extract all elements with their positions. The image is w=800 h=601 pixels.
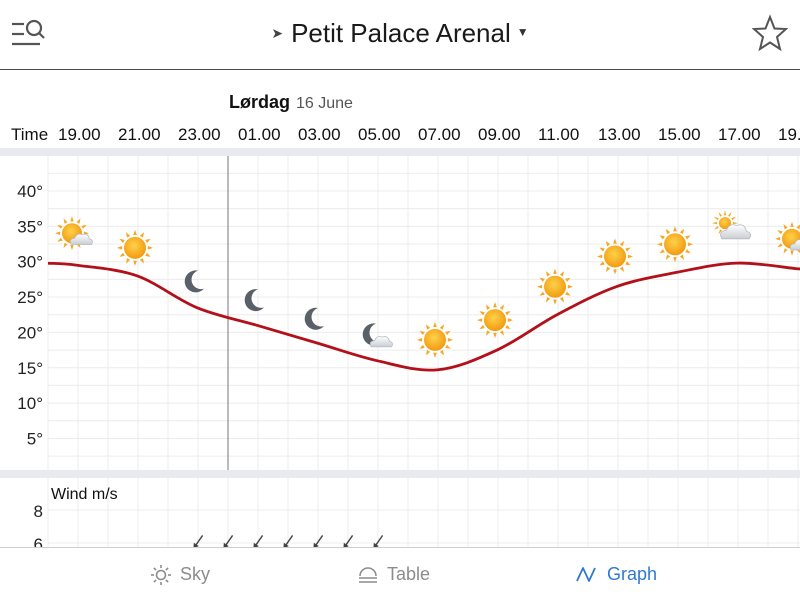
y-tick-label: 40° (17, 182, 43, 201)
y-tick-label: 35° (17, 217, 43, 236)
y-tick-label: 25° (17, 288, 43, 307)
y-tick-label: 15° (17, 359, 43, 378)
location-title[interactable]: ➤ Petit Palace Arenal ▼ (0, 18, 800, 49)
time-row-label: Time (11, 125, 49, 144)
location-arrow-icon: ➤ (271, 24, 284, 41)
y-tick-label: 20° (17, 323, 43, 342)
cloud-sun-icon (712, 210, 752, 240)
caret-down-icon: ▼ (516, 25, 529, 40)
time-tick-label: 03.00 (298, 125, 341, 144)
tab-table-label: Table (387, 564, 431, 584)
sun-icon (597, 238, 633, 275)
time-tick-label: 15.00 (658, 125, 701, 144)
y-tick-label: 10° (17, 394, 43, 413)
sun-icon (117, 229, 153, 266)
moon-icon (184, 270, 204, 293)
time-tick-label: 23.00 (178, 125, 221, 144)
app-header: ➤ Petit Palace Arenal ▼ (0, 0, 800, 70)
favorite-button[interactable] (751, 14, 789, 54)
table-icon (359, 566, 377, 583)
tab-table[interactable]: Table (357, 548, 430, 601)
moon-icon (304, 307, 324, 330)
graph-icon (576, 566, 596, 582)
time-tick-label: 13.00 (598, 125, 641, 144)
time-tick-label: 01.00 (238, 125, 281, 144)
moon-icon (244, 289, 264, 312)
sun-outline-icon (151, 564, 171, 585)
time-tick-label: 19.00 (778, 125, 800, 144)
tab-graph-label: Graph (607, 564, 658, 584)
time-row: Time 19.00 21.00 23.00 01.00 03.00 05.00 07.00… (0, 122, 800, 148)
search-list-icon[interactable] (8, 16, 48, 56)
sun-icon (657, 226, 693, 263)
tab-bar: Sky Table Graph (0, 547, 800, 601)
temperature-chart[interactable]: 40° 35° 30° 25° 20° 15° 10° 5° 8 6 (0, 156, 800, 548)
tab-sky[interactable]: Sky (150, 548, 210, 601)
wind-y-tick-label: 8 (34, 502, 43, 521)
time-tick-label: 05.00 (358, 125, 401, 144)
sun-icon (537, 268, 573, 305)
temperature-line (47, 261, 800, 372)
page-title: Petit Palace Arenal (291, 18, 511, 48)
day-weekday: Lørdag (229, 92, 290, 112)
time-tick-label: 19.00 (58, 125, 101, 144)
time-tick-label: 07.00 (418, 125, 461, 144)
sun-icon (477, 302, 513, 339)
tab-sky-label: Sky (180, 564, 211, 584)
y-tick-label: 5° (27, 429, 43, 448)
time-tick-label: 21.00 (118, 125, 161, 144)
day-label: Lørdag 16 June (229, 92, 353, 113)
divider-band (0, 470, 800, 478)
time-tick-label: 09.00 (478, 125, 521, 144)
sun-cloud-icon (55, 216, 93, 251)
tab-graph[interactable]: Graph (575, 548, 657, 601)
star-outline-icon (751, 14, 789, 52)
wind-chart-title: Wind m/s (51, 486, 118, 503)
sun-cloud-icon (775, 221, 800, 256)
sun-icon (417, 321, 453, 358)
wind-y-tick-label: 6 (34, 535, 43, 548)
time-tick-label: 11.00 (538, 125, 580, 144)
moon-cloud-icon (362, 323, 393, 348)
time-tick-label: 17.00 (718, 125, 761, 144)
y-tick-label: 30° (17, 253, 43, 272)
day-date: 16 June (296, 95, 353, 112)
divider-band (0, 148, 800, 156)
